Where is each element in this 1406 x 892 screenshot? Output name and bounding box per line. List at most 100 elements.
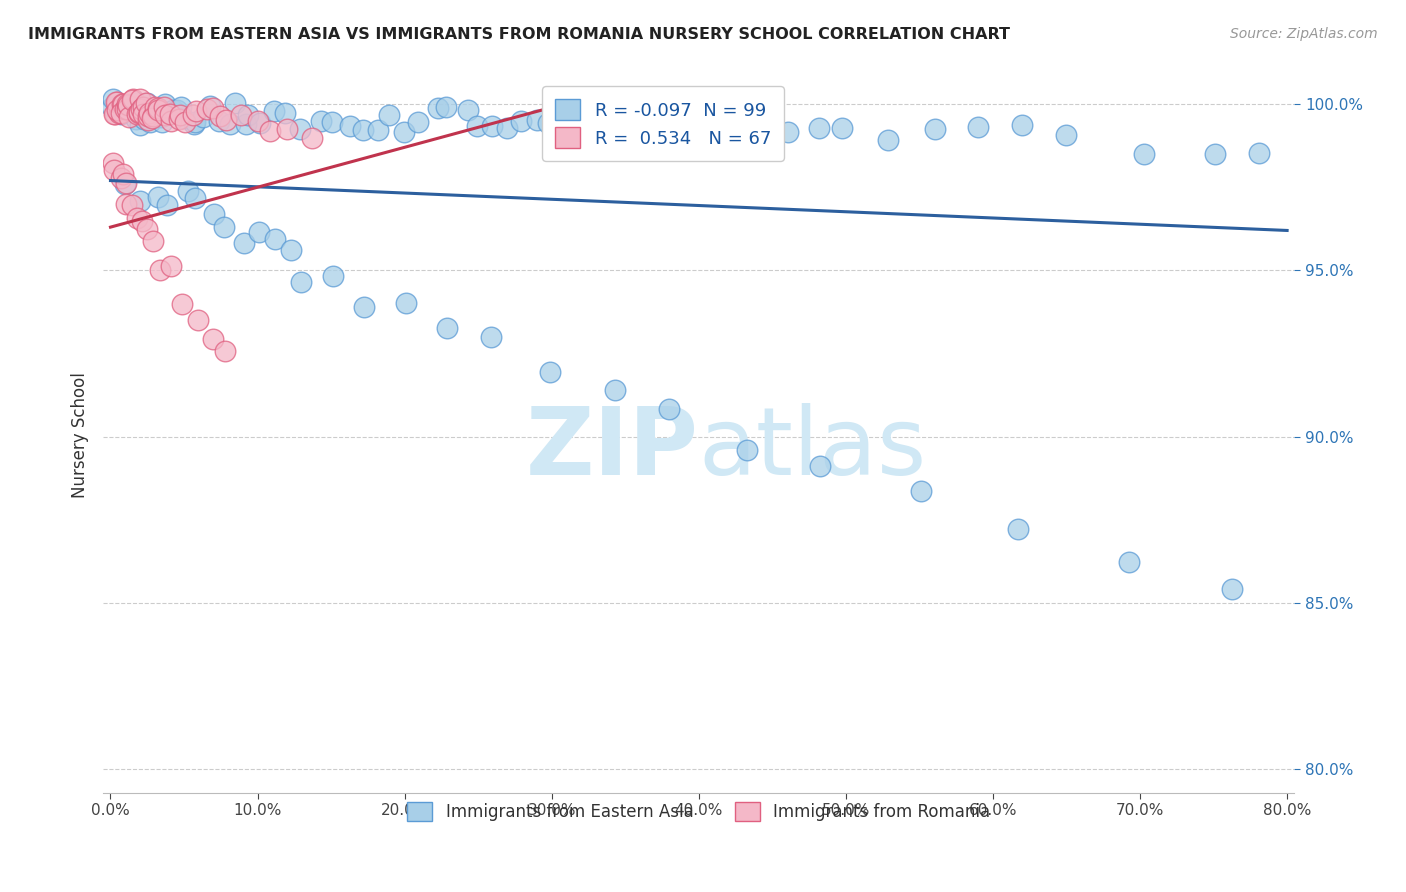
Point <box>191 110 214 124</box>
Point <box>218 117 240 131</box>
Point <box>115 102 138 116</box>
Point <box>101 100 124 114</box>
Point <box>496 120 519 135</box>
Point <box>104 95 127 110</box>
Point <box>235 117 257 131</box>
Point <box>108 101 131 115</box>
Point <box>1118 555 1140 569</box>
Point <box>274 106 297 120</box>
Point <box>352 123 374 137</box>
Point <box>114 104 136 119</box>
Point <box>118 110 141 124</box>
Point <box>153 108 176 122</box>
Point <box>103 92 125 106</box>
Point <box>128 92 150 106</box>
Point <box>101 155 124 169</box>
Point <box>924 121 946 136</box>
Point <box>104 107 127 121</box>
Point <box>177 184 200 198</box>
Point <box>152 100 174 114</box>
Point <box>121 198 143 212</box>
Point <box>290 276 312 290</box>
Point <box>586 112 609 127</box>
Point <box>103 107 125 121</box>
Point <box>378 108 401 122</box>
Point <box>184 191 207 205</box>
Point <box>114 177 136 191</box>
Point <box>808 459 831 474</box>
Point <box>112 101 135 115</box>
Point <box>229 108 252 122</box>
Point <box>1132 147 1154 161</box>
Point <box>129 119 152 133</box>
Legend: Immigrants from Eastern Asia, Immigrants from Romania: Immigrants from Eastern Asia, Immigrants… <box>394 789 1004 834</box>
Point <box>121 93 143 107</box>
Point <box>166 103 188 118</box>
Point <box>395 296 418 310</box>
Point <box>831 120 853 135</box>
Point <box>169 108 191 122</box>
Point <box>125 112 148 126</box>
Point <box>125 107 148 121</box>
Point <box>138 113 160 128</box>
Point <box>1220 582 1243 596</box>
Point <box>339 119 361 133</box>
Point <box>280 244 302 258</box>
Point <box>142 109 165 123</box>
Point <box>110 171 132 186</box>
Point <box>249 116 271 130</box>
Point <box>309 114 332 128</box>
Point <box>877 133 900 147</box>
Text: ZIP: ZIP <box>526 403 699 495</box>
Point <box>201 101 224 115</box>
Point <box>224 95 246 110</box>
Point <box>139 114 162 128</box>
Point <box>808 120 831 135</box>
Point <box>481 119 503 133</box>
Point <box>131 213 153 227</box>
Point <box>434 100 457 114</box>
Point <box>510 114 533 128</box>
Point <box>159 106 181 120</box>
Point <box>301 130 323 145</box>
Point <box>132 99 155 113</box>
Point <box>150 110 173 124</box>
Point <box>1054 128 1077 143</box>
Point <box>136 221 159 235</box>
Y-axis label: Nursery School: Nursery School <box>72 372 89 498</box>
Point <box>110 107 132 121</box>
Point <box>290 121 312 136</box>
Point <box>276 121 298 136</box>
Point <box>538 365 561 379</box>
Point <box>105 103 128 118</box>
Point <box>108 105 131 120</box>
Point <box>135 96 157 111</box>
Point <box>153 96 176 111</box>
Point <box>742 124 765 138</box>
Point <box>170 296 193 310</box>
Point <box>910 484 932 499</box>
Point <box>159 259 181 273</box>
Point <box>122 92 145 106</box>
Point <box>103 163 125 178</box>
Point <box>457 103 479 117</box>
Point <box>603 383 626 397</box>
Point <box>115 176 138 190</box>
Point <box>141 111 163 125</box>
Point <box>197 102 219 116</box>
Point <box>125 211 148 225</box>
Point <box>735 442 758 457</box>
Point <box>626 113 648 128</box>
Point <box>112 167 135 181</box>
Point <box>128 106 150 120</box>
Point <box>150 115 173 129</box>
Point <box>467 119 489 133</box>
Point <box>595 123 617 137</box>
Point <box>111 97 134 112</box>
Point <box>1007 522 1029 536</box>
Point <box>129 102 152 116</box>
Point <box>246 113 269 128</box>
Point <box>264 232 287 246</box>
Point <box>145 107 167 121</box>
Point <box>654 126 676 140</box>
